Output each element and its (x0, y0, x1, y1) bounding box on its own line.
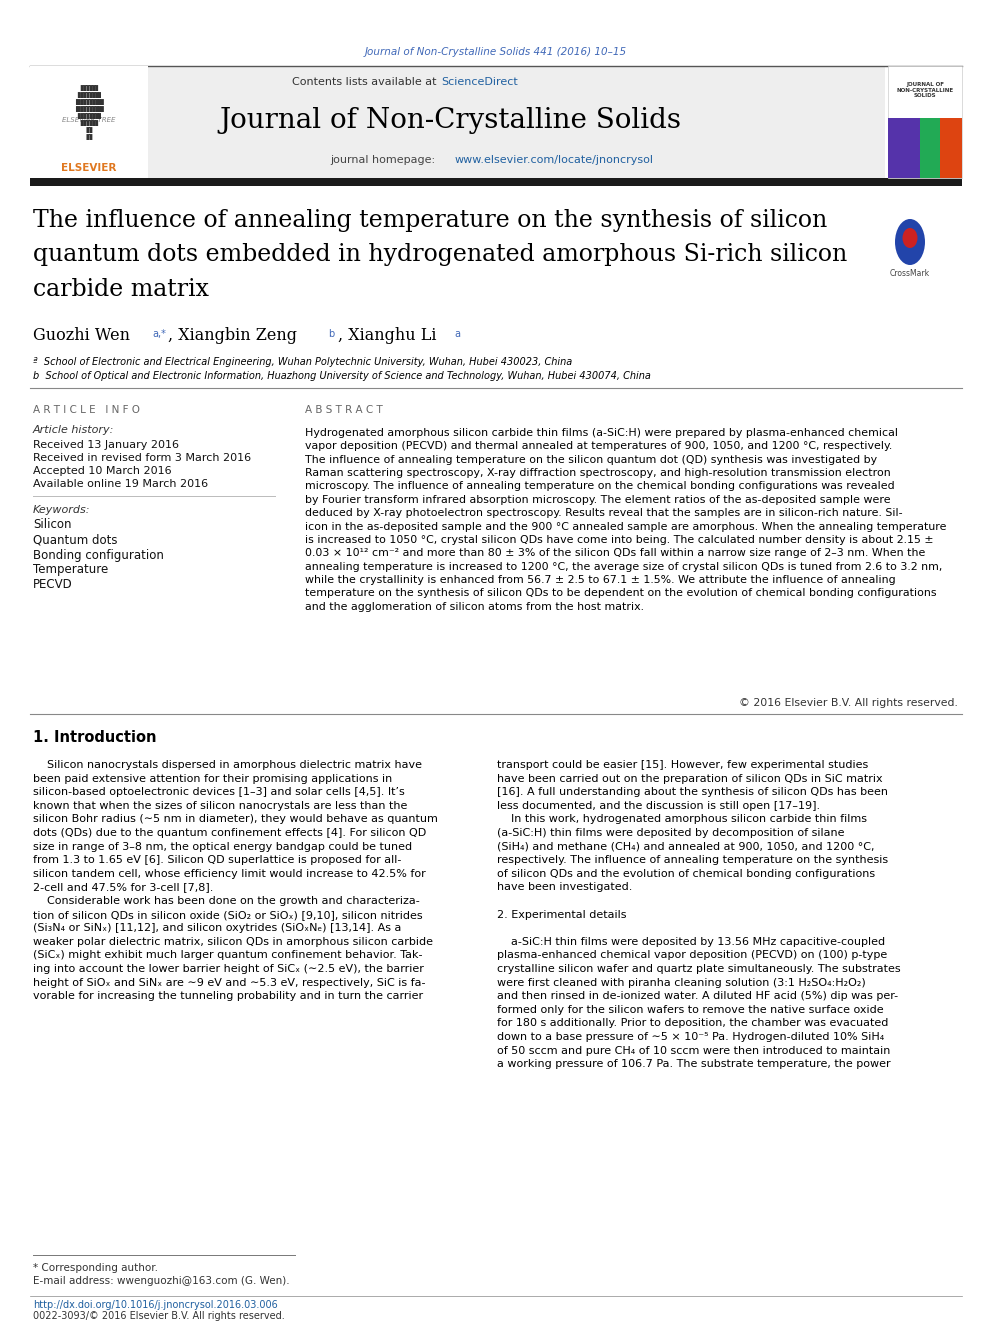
Text: Silicon nanocrystals dispersed in amorphous dielectric matrix have
been paid ext: Silicon nanocrystals dispersed in amorph… (33, 759, 437, 1002)
Text: The influence of annealing temperature on the synthesis of silicon: The influence of annealing temperature o… (33, 209, 827, 232)
Text: CrossMark: CrossMark (890, 269, 930, 278)
Text: transport could be easier [15]. However, few experimental studies
have been carr: transport could be easier [15]. However,… (497, 759, 901, 1069)
Text: journal homepage:: journal homepage: (330, 155, 438, 165)
Text: ██████████: ██████████ (74, 99, 103, 105)
Text: http://dx.doi.org/10.1016/j.jnoncrysol.2016.03.006: http://dx.doi.org/10.1016/j.jnoncrysol.2… (33, 1301, 278, 1310)
Text: carbide matrix: carbide matrix (33, 279, 209, 302)
Text: Hydrogenated amorphous silicon carbide thin films (a-SiC:H) were prepared by pla: Hydrogenated amorphous silicon carbide t… (305, 429, 946, 611)
Text: Contents lists available at: Contents lists available at (292, 77, 440, 87)
Text: a: a (454, 329, 460, 339)
Text: Available online 19 March 2016: Available online 19 March 2016 (33, 479, 208, 490)
Text: Silicon: Silicon (33, 519, 71, 532)
FancyBboxPatch shape (888, 66, 962, 179)
Text: ████████: ████████ (74, 112, 103, 119)
Text: ª  School of Electronic and Electrical Engineering, Wuhan Polytechnic University: ª School of Electronic and Electrical En… (33, 357, 572, 366)
FancyBboxPatch shape (30, 66, 148, 179)
Text: E-mail address: wwenguozhi@163.com (G. Wen).: E-mail address: wwenguozhi@163.com (G. W… (33, 1275, 290, 1286)
Text: quantum dots embedded in hydrogenated amorphous Si-rich silicon: quantum dots embedded in hydrogenated am… (33, 243, 847, 266)
Text: ██: ██ (74, 127, 103, 134)
Text: 1. Introduction: 1. Introduction (33, 730, 157, 745)
Text: Keywords:: Keywords: (33, 505, 90, 515)
Text: www.elsevier.com/locate/jnoncrysol: www.elsevier.com/locate/jnoncrysol (455, 155, 654, 165)
FancyBboxPatch shape (940, 118, 962, 179)
Text: a,*: a,* (152, 329, 166, 339)
Text: , Xianghu Li: , Xianghu Li (338, 327, 436, 344)
Text: Received in revised form 3 March 2016: Received in revised form 3 March 2016 (33, 452, 251, 463)
Text: Journal of Non-Crystalline Solids: Journal of Non-Crystalline Solids (219, 106, 681, 134)
Text: b  School of Optical and Electronic Information, Huazhong University of Science : b School of Optical and Electronic Infor… (33, 370, 651, 381)
Text: © 2016 Elsevier B.V. All rights reserved.: © 2016 Elsevier B.V. All rights reserved… (739, 699, 958, 708)
FancyBboxPatch shape (30, 179, 962, 187)
Text: Accepted 10 March 2016: Accepted 10 March 2016 (33, 466, 172, 476)
Text: * Corresponding author.: * Corresponding author. (33, 1263, 158, 1273)
Text: ██████████: ██████████ (74, 106, 103, 112)
Text: b: b (328, 329, 334, 339)
Text: , Xiangbin Zeng: , Xiangbin Zeng (168, 327, 297, 344)
Text: Received 13 January 2016: Received 13 January 2016 (33, 441, 179, 450)
Text: ELSEVIER TREE: ELSEVIER TREE (62, 116, 116, 123)
Text: Temperature: Temperature (33, 564, 108, 577)
Text: Article history:: Article history: (33, 425, 114, 435)
Text: A B S T R A C T: A B S T R A C T (305, 405, 383, 415)
Text: ████████: ████████ (74, 93, 103, 98)
Text: Bonding configuration: Bonding configuration (33, 549, 164, 561)
FancyBboxPatch shape (30, 66, 885, 179)
Text: JOURNAL OF
NON-CRYSTALLINE
SOLIDS: JOURNAL OF NON-CRYSTALLINE SOLIDS (897, 82, 953, 98)
Text: ELSEVIER: ELSEVIER (62, 163, 117, 173)
Text: ██: ██ (74, 134, 103, 140)
Ellipse shape (895, 220, 925, 265)
Text: PECVD: PECVD (33, 578, 72, 591)
Text: 0022-3093/© 2016 Elsevier B.V. All rights reserved.: 0022-3093/© 2016 Elsevier B.V. All right… (33, 1311, 285, 1320)
Ellipse shape (903, 228, 918, 247)
FancyBboxPatch shape (920, 118, 962, 179)
Text: ██████: ██████ (74, 120, 103, 126)
Text: ScienceDirect: ScienceDirect (441, 77, 518, 87)
Text: ██████: ██████ (74, 85, 103, 91)
Text: Guozhi Wen: Guozhi Wen (33, 327, 130, 344)
Text: Quantum dots: Quantum dots (33, 533, 117, 546)
FancyBboxPatch shape (888, 118, 962, 179)
Text: Journal of Non-Crystalline Solids 441 (2016) 10–15: Journal of Non-Crystalline Solids 441 (2… (365, 48, 627, 57)
Text: A R T I C L E   I N F O: A R T I C L E I N F O (33, 405, 140, 415)
